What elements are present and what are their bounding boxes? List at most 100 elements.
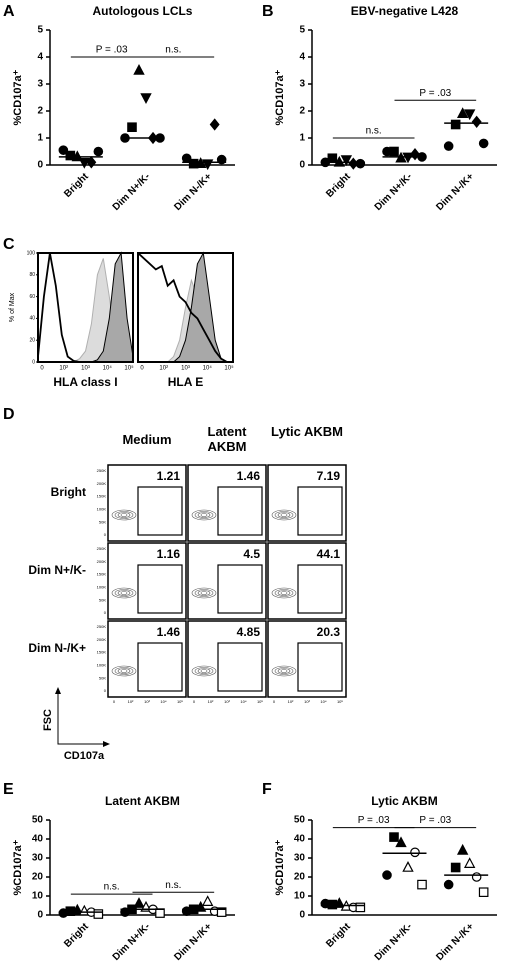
gate <box>137 486 183 536</box>
contour <box>277 590 291 596</box>
point <box>471 115 482 128</box>
y-tick-label: 100 <box>27 250 36 256</box>
y-axis-label: %CD107a⁺ <box>274 839 286 895</box>
y-tick-label: 3 <box>37 79 43 90</box>
y-tick-label: 0 <box>37 910 43 921</box>
contour <box>274 589 294 597</box>
contour <box>117 512 131 518</box>
y-tick-label: 40 <box>32 834 44 845</box>
x-tick-label: 10³ <box>224 699 230 704</box>
cell-frame <box>187 620 267 698</box>
y-tick-label: 10 <box>32 891 44 902</box>
point <box>201 895 214 907</box>
contour <box>120 513 128 517</box>
gate <box>137 564 183 614</box>
gate <box>137 642 183 692</box>
cell-frame <box>107 620 187 698</box>
contour <box>197 590 211 596</box>
x-tick-label: 10³ <box>81 366 90 372</box>
contour <box>191 587 217 599</box>
contour <box>277 512 291 518</box>
x-tick-label: Dim N+/K- <box>373 171 415 213</box>
contour <box>114 511 134 519</box>
histogram <box>137 252 233 363</box>
point <box>389 146 399 157</box>
significance-label: n.s. <box>165 880 181 891</box>
y-tick-label: 250K <box>97 546 107 551</box>
panel-label: C <box>3 236 15 253</box>
x-tick-label: 10⁴ <box>103 365 113 372</box>
x-tick-label: 0 <box>193 699 196 704</box>
y-tick-label: 0 <box>299 160 305 171</box>
x-axis-label: HLA class I <box>53 375 117 389</box>
y-tick-label: 60 <box>29 294 35 300</box>
cell-frame <box>107 542 187 620</box>
point <box>463 857 476 869</box>
contour <box>111 665 137 677</box>
gate <box>217 642 263 692</box>
point <box>155 908 165 918</box>
x-tick-label: 10² <box>208 699 214 704</box>
gate-percentage: 1.46 <box>237 469 261 483</box>
contour <box>117 590 131 596</box>
y-tick-label: 1 <box>299 133 305 144</box>
point <box>93 909 104 919</box>
contour <box>200 591 208 595</box>
cell-frame <box>267 464 347 542</box>
y-tick-label: 1 <box>37 133 43 144</box>
contour <box>114 667 134 675</box>
contour <box>280 513 288 517</box>
point <box>395 836 407 848</box>
y-tick-label: 150K <box>97 650 107 655</box>
x-tick-label: Dim N+/K- <box>111 921 153 963</box>
row-label: Bright <box>51 485 86 499</box>
point <box>417 879 427 890</box>
significance-label: P = .03 <box>96 45 128 56</box>
point <box>65 150 76 161</box>
y-tick-label: 30 <box>32 853 44 864</box>
y-tick-label: 100K <box>97 584 107 589</box>
x-tick-label: Bright <box>324 171 353 200</box>
point <box>133 64 145 75</box>
point <box>340 155 353 167</box>
x-tick-label: Bright <box>62 921 91 950</box>
point <box>450 119 461 130</box>
y-tick-label: 50 <box>32 815 44 826</box>
y-tick-label: 0 <box>104 610 107 615</box>
x-tick-label: 10² <box>159 366 168 372</box>
arrow-head <box>103 741 110 747</box>
point <box>389 832 399 842</box>
point <box>127 122 137 132</box>
point <box>443 141 454 151</box>
cell-frame <box>187 542 267 620</box>
row-label: Dim N+/K- <box>28 563 86 577</box>
contour <box>271 665 297 677</box>
y-tick-label: 80 <box>29 272 35 278</box>
y-tick-label: 4 <box>37 52 43 63</box>
point <box>382 870 392 880</box>
y-tick-label: 0 <box>104 688 107 693</box>
point <box>216 907 227 917</box>
contour <box>200 513 208 517</box>
contour <box>120 591 128 595</box>
gate <box>297 642 343 692</box>
gate-percentage: 4.5 <box>243 547 260 561</box>
gate <box>297 564 343 614</box>
x-tick-label: Dim N-/K+ <box>172 921 214 963</box>
x-tick-label: 10³ <box>144 699 150 704</box>
x-tick-label: 10² <box>288 699 294 704</box>
cell-frame <box>267 542 347 620</box>
point <box>133 897 145 908</box>
contour <box>271 509 297 521</box>
x-tick-label: Dim N-/K+ <box>434 171 476 213</box>
row-label: Dim N-/K+ <box>28 641 86 655</box>
gate <box>297 486 343 536</box>
y-tick-label: 40 <box>294 834 306 845</box>
x-tick-label: 10⁵ <box>177 699 183 704</box>
contour <box>271 587 297 599</box>
point <box>456 107 469 119</box>
significance-label: n.s. <box>366 126 382 137</box>
x-tick-label: 0 <box>113 699 116 704</box>
y-tick-label: 150K <box>97 572 107 577</box>
contour <box>114 589 134 597</box>
